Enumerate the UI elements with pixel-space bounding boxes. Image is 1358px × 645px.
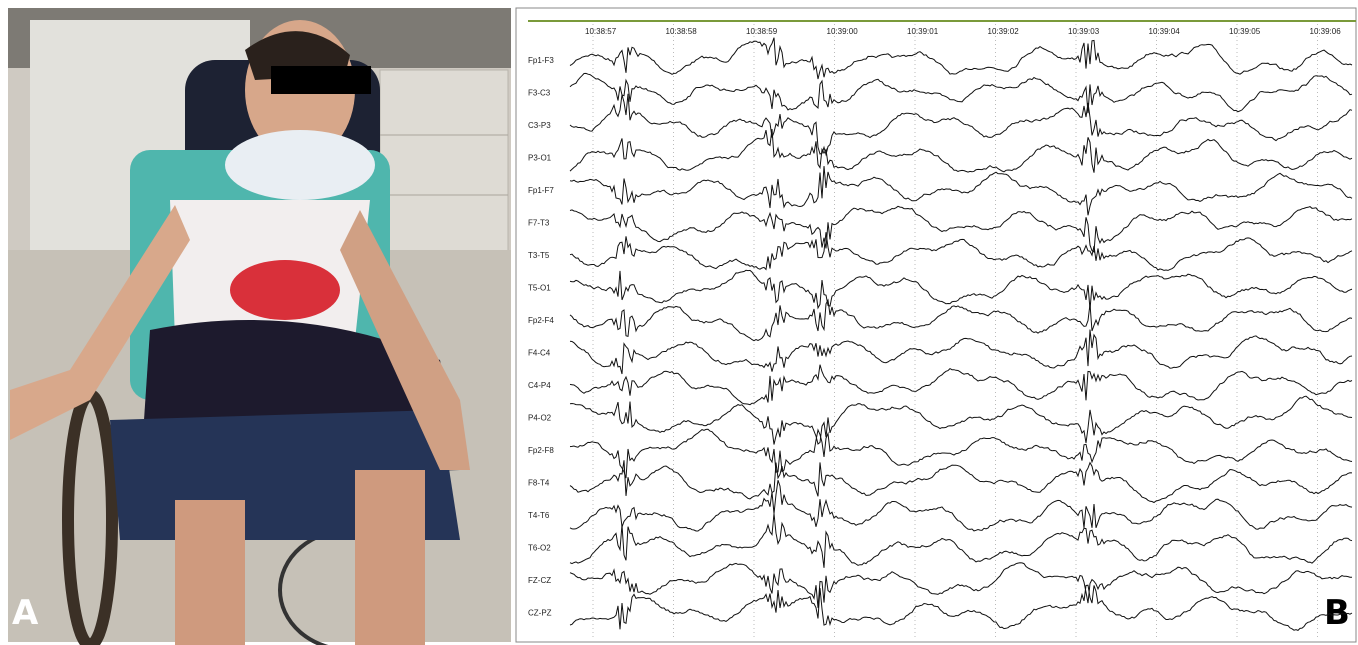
eeg-frame xyxy=(516,8,1356,642)
channel-label: Fp2-F4 xyxy=(528,316,554,325)
channel-label: T6-O2 xyxy=(528,544,551,553)
time-label: 10:39:03 xyxy=(1068,27,1100,36)
leg xyxy=(355,470,425,645)
time-label: 10:39:02 xyxy=(988,27,1020,36)
channel-label: CZ-PZ xyxy=(528,609,552,618)
time-label: 10:39:04 xyxy=(1149,27,1181,36)
time-label: 10:39:01 xyxy=(907,27,939,36)
page: A B 10:38:57 10:38:58 10:38:59 10:39:00 10:3… xyxy=(0,0,1358,645)
neck-pillow xyxy=(225,130,375,200)
channel-label: Fp1-F3 xyxy=(528,56,554,65)
eye-bar xyxy=(271,66,371,94)
channel-label: Fp1-F7 xyxy=(528,186,554,195)
channel-label: P4-O2 xyxy=(528,414,552,423)
time-label: 10:38:58 xyxy=(666,27,698,36)
figure: A B 10:38:57 10:38:58 10:38:59 10:39:00 10:3… xyxy=(0,0,1358,645)
leg xyxy=(175,500,245,645)
time-label: 10:39:06 xyxy=(1310,27,1342,36)
channel-label: Fp2-F8 xyxy=(528,446,554,455)
channel-label: P3-O1 xyxy=(528,154,552,163)
photo-panel: A xyxy=(8,8,511,645)
channel-label: F3-C3 xyxy=(528,89,551,98)
channel-label: C4-P4 xyxy=(528,381,551,390)
channel-label: F4-C4 xyxy=(528,349,551,358)
panel-label: B xyxy=(1324,593,1350,633)
time-label: 10:39:00 xyxy=(827,27,859,36)
panel-label: A xyxy=(12,593,39,633)
channel-label: FZ-CZ xyxy=(528,576,551,585)
time-label: 10:39:05 xyxy=(1229,27,1261,36)
time-label: 10:38:59 xyxy=(746,27,778,36)
channel-label: F7-T3 xyxy=(528,219,550,228)
channel-label: T4-T6 xyxy=(528,511,550,520)
channel-label: C3-P3 xyxy=(528,121,551,130)
channel-label: T5-O1 xyxy=(528,284,551,293)
channel-label: F8-T4 xyxy=(528,479,550,488)
channel-label: T3-T5 xyxy=(528,251,550,260)
time-label: 10:38:57 xyxy=(585,27,617,36)
eeg-panel: B 10:38:57 10:38:58 10:38:59 10:39:00 10:39:… xyxy=(516,8,1356,642)
